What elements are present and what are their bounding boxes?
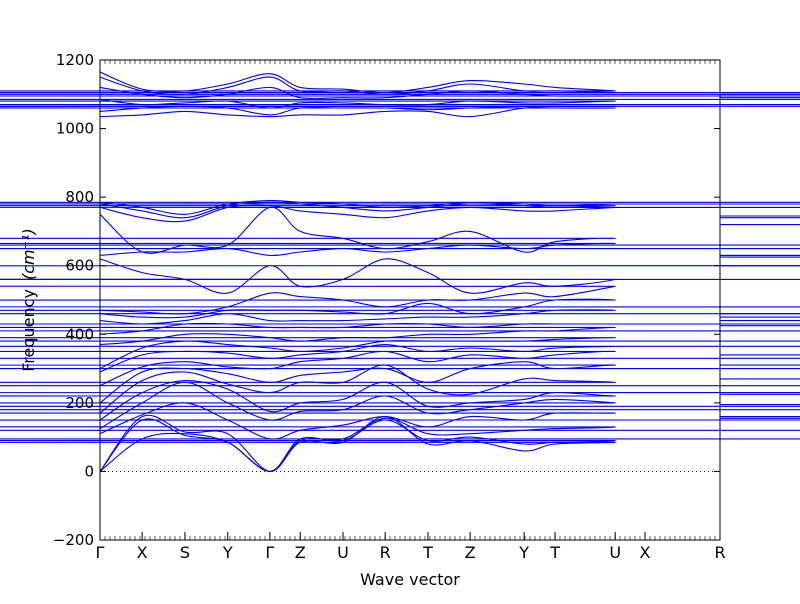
y-tick-label: 400 bbox=[65, 325, 94, 343]
y-tick-label: 1000 bbox=[56, 120, 94, 138]
y-tick-label: 0 bbox=[84, 462, 94, 480]
y-ticks: −200 0 200 400 600 800 1000 1200 bbox=[53, 51, 720, 549]
y-tick-label: 1200 bbox=[56, 51, 94, 69]
x-tick-label: Γ bbox=[265, 543, 274, 562]
y-axis-label-text: Frequency bbox=[19, 289, 38, 372]
x-tick-label: Y bbox=[518, 543, 529, 562]
x-axis-label: Wave vector bbox=[360, 570, 460, 589]
y-tick-label: 600 bbox=[65, 257, 94, 275]
x-tick-label: X bbox=[137, 543, 148, 562]
plot-frame bbox=[99, 59, 721, 541]
x-tick-label: Γ bbox=[96, 543, 105, 562]
y-axis-label-unit: (cm⁻¹) bbox=[19, 228, 38, 280]
y-tick-label: −200 bbox=[53, 531, 94, 549]
y-axis-label: Frequency (cm⁻¹) bbox=[19, 228, 38, 371]
x-tick-label: Y bbox=[222, 543, 233, 562]
x-tick-label: T bbox=[549, 543, 560, 562]
y-tick-label: 800 bbox=[65, 188, 94, 206]
x-tick-label: R bbox=[380, 543, 391, 562]
x-tick-label: U bbox=[337, 543, 349, 562]
y-tick-label: 200 bbox=[65, 394, 94, 412]
x-tick-label: R bbox=[714, 543, 725, 562]
x-tick-label: S bbox=[180, 543, 190, 562]
x-tick-label: X bbox=[639, 543, 650, 562]
x-tick-label: Z bbox=[295, 543, 306, 562]
x-tick-label: U bbox=[609, 543, 621, 562]
x-tick-label: Z bbox=[465, 543, 476, 562]
x-tick-label: T bbox=[422, 543, 433, 562]
